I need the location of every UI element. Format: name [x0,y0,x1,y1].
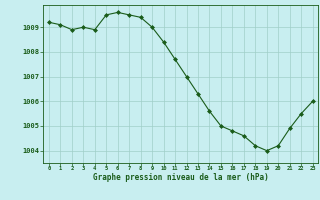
X-axis label: Graphe pression niveau de la mer (hPa): Graphe pression niveau de la mer (hPa) [93,173,269,182]
